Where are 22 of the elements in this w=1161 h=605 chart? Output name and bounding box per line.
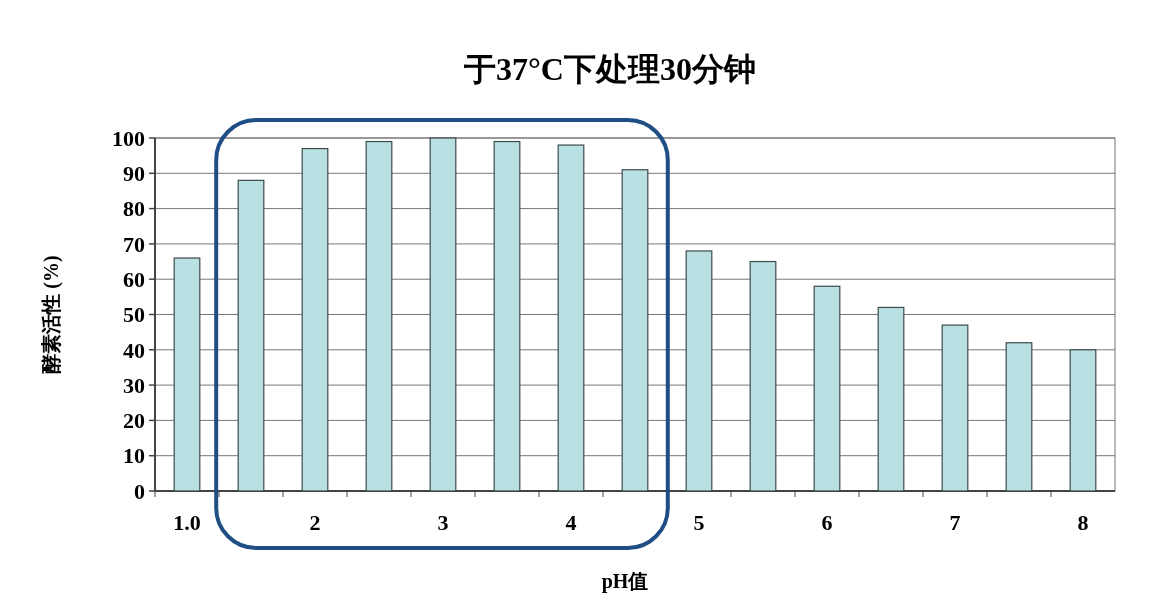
- y-tick-label: 60: [123, 266, 145, 292]
- y-tick-label: 80: [123, 196, 145, 222]
- x-tick-label: 7: [949, 510, 961, 535]
- chart-title: 于37°C下处理30分钟: [463, 51, 756, 87]
- y-tick-label: 50: [123, 302, 145, 328]
- x-tick-label: 1.0: [173, 510, 201, 535]
- y-axis-title: 酵素活性 (%): [40, 255, 63, 374]
- x-tick-label: 5: [693, 510, 705, 535]
- x-tick-label: 4: [565, 510, 577, 535]
- y-tick-label: 10: [123, 443, 145, 469]
- y-tick-label: 30: [123, 372, 145, 398]
- x-tick-label: 2: [309, 510, 321, 535]
- y-tick-label: 90: [123, 161, 145, 186]
- y-tick-label: 20: [123, 408, 145, 434]
- y-tick-label: 100: [112, 125, 145, 151]
- x-tick-label: 6: [821, 510, 833, 535]
- x-tick-label: 8: [1077, 510, 1089, 535]
- x-axis-title: pH值: [601, 570, 649, 593]
- y-tick-label: 70: [123, 231, 145, 257]
- y-tick-label: 40: [123, 337, 145, 363]
- x-tick-label: 3: [437, 510, 449, 535]
- y-tick-label: 0: [134, 478, 145, 504]
